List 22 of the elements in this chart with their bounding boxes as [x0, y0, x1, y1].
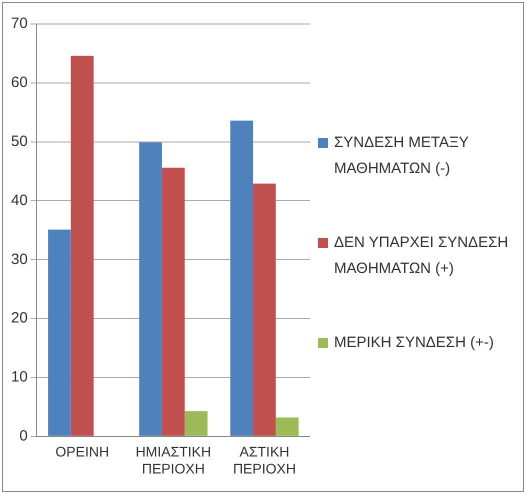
y-tick-label: 50 [10, 132, 28, 150]
bar [139, 142, 162, 436]
legend-label: ΣΥΝΔΕΣΗ ΜΕΤΑΞΥ ΜΑΘΗΜΑΤΩΝ (-) [334, 133, 470, 179]
y-tick-label: 20 [10, 310, 28, 327]
legend-label: ΜΕΡΙΚΗ ΣΥΝΔΕΣΗ (+-) [334, 333, 495, 353]
y-tick-label: 60 [10, 74, 28, 92]
bar [253, 184, 276, 436]
bar [276, 418, 299, 436]
bar [184, 411, 208, 436]
y-tick-label: 70 [10, 15, 28, 32]
y-tick-label: 30 [10, 250, 28, 268]
x-tick-label: ΟΡΕΙΝΗ [55, 444, 110, 460]
bar [162, 168, 185, 436]
legend-label: ΔΕΝ ΥΠΑΡΧΕΙ ΣΥΝΔΕΣΗ ΜΑΘΗΜΑΤΩΝ (+) [334, 233, 510, 279]
y-tick-label: 0 [19, 428, 28, 445]
y-tick-label: 10 [10, 368, 28, 386]
bar [70, 56, 94, 436]
y-tick-label: 40 [10, 192, 28, 209]
bar [48, 230, 71, 436]
bar [230, 120, 254, 436]
x-tick-label: ΑΣΤΙΚΗ ΠΕΡΙΟΧΗ [232, 444, 296, 476]
x-tick-label: ΗΜΙΑΣΤΙΚΗ ΠΕΡΙΟΧΗ [136, 444, 212, 476]
